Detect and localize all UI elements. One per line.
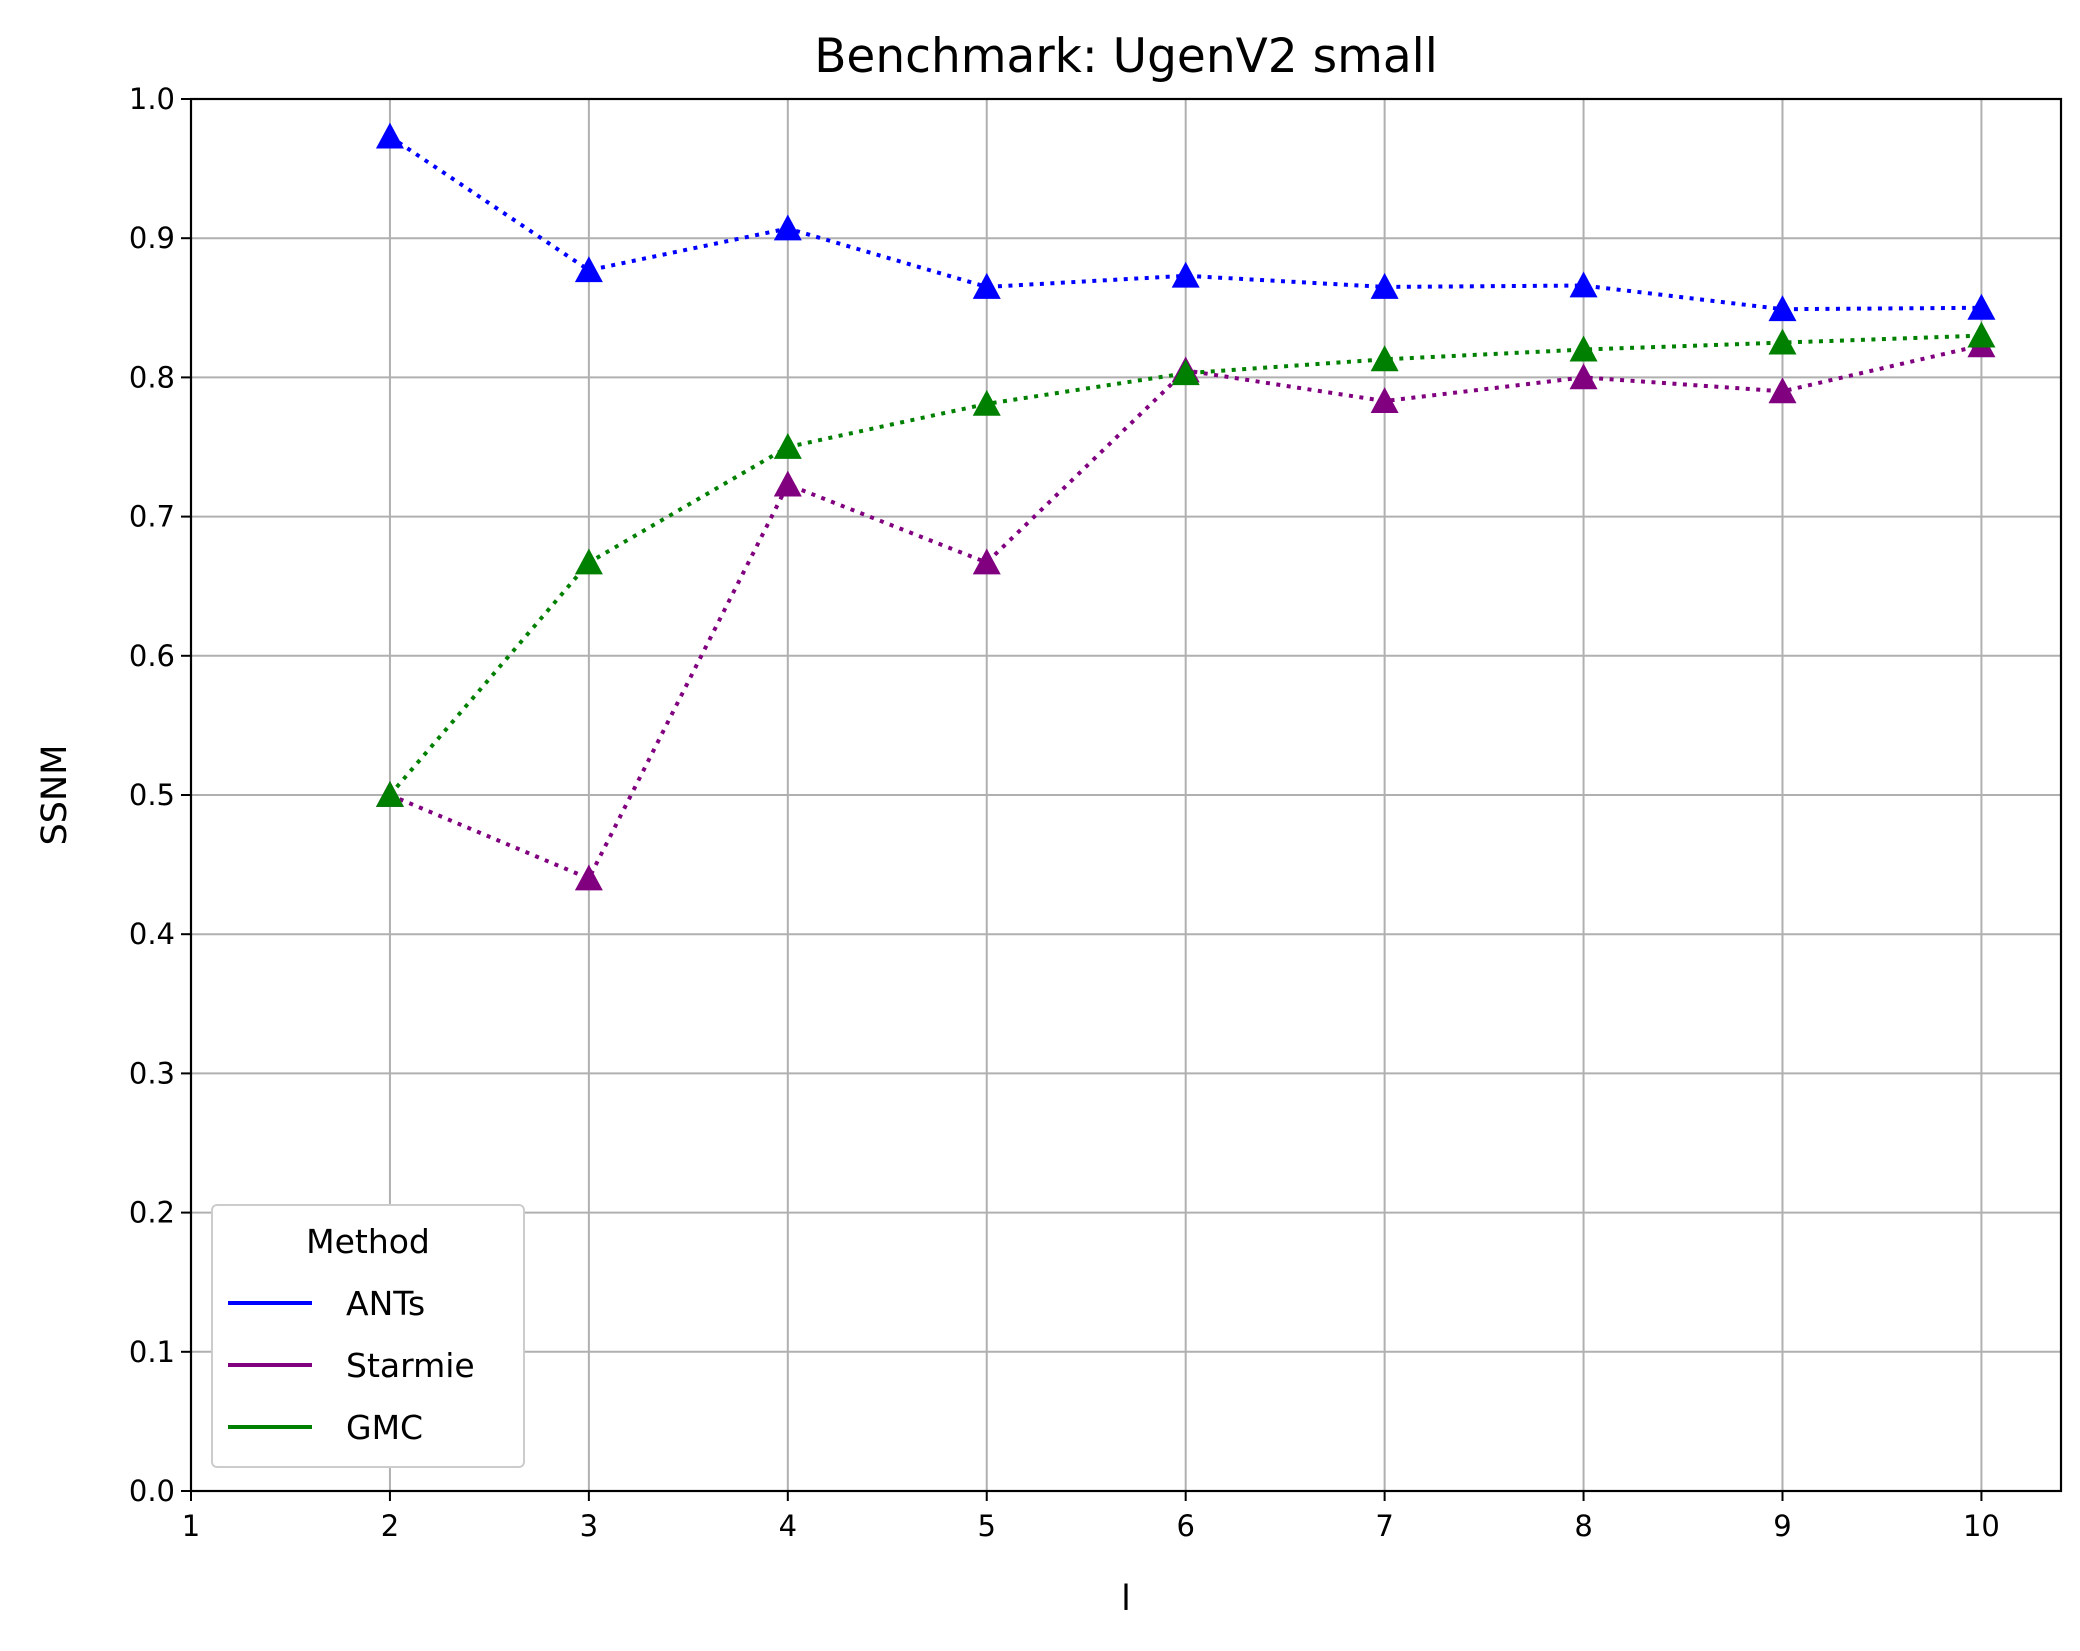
data-point-ants xyxy=(1569,271,1598,298)
y-axis-title: SSNM xyxy=(35,745,75,846)
data-point-gmc xyxy=(574,548,603,575)
series-gmc xyxy=(375,321,1996,807)
series-ants xyxy=(375,122,1996,322)
y-tick-label: 0.1 xyxy=(129,1335,175,1369)
data-point-starmie xyxy=(972,548,1001,575)
series-line-gmc xyxy=(388,333,1982,797)
data-point-ants xyxy=(375,122,404,149)
x-tick-label: 3 xyxy=(580,1509,598,1543)
data-point-ants xyxy=(1967,293,1996,320)
axis-ticks: 1 2 3 4 5 6 7 8 9 10 0.0 0.1 0.2 0.3 0.4 0.5 0.6 0.7 0.8 0.… xyxy=(129,82,2000,1543)
x-tick-label: 5 xyxy=(978,1509,996,1543)
x-tick-label: 4 xyxy=(779,1509,797,1543)
y-tick-label: 0.2 xyxy=(129,1196,175,1230)
data-point-gmc xyxy=(1370,345,1399,372)
data-point-starmie xyxy=(1569,363,1598,390)
data-point-starmie xyxy=(1768,377,1797,404)
x-tick-label: 10 xyxy=(1963,1509,2000,1543)
data-point-gmc xyxy=(773,433,802,459)
data-point-ants xyxy=(1768,295,1797,322)
data-point-gmc xyxy=(1768,328,1797,355)
x-tick-label: 8 xyxy=(1574,1509,1592,1543)
legend-box xyxy=(211,1204,525,1468)
chart-title: Benchmark: UgenV2 small xyxy=(814,29,1438,84)
y-tick-label: 0.5 xyxy=(129,778,175,812)
data-point-gmc xyxy=(1569,335,1598,362)
y-tick-label: 0.0 xyxy=(129,1474,175,1508)
data-point-ants xyxy=(574,256,603,283)
data-point-ants xyxy=(1370,272,1399,299)
data-point-ants xyxy=(972,272,1001,299)
plot-area xyxy=(375,122,1996,891)
legend-label-gmc: GMC xyxy=(346,1408,423,1447)
y-tick-label: 0.6 xyxy=(129,639,175,673)
data-point-starmie xyxy=(773,470,802,497)
legend: Method ANTs Starmie GMC xyxy=(211,1204,525,1468)
data-point-gmc xyxy=(972,389,1001,416)
y-tick-label: 1.0 xyxy=(129,82,175,116)
data-point-starmie xyxy=(574,864,603,891)
x-tick-label: 2 xyxy=(381,1509,399,1543)
series-line-ants xyxy=(388,134,1982,312)
y-tick-label: 0.8 xyxy=(129,360,175,394)
data-point-starmie xyxy=(1370,387,1399,413)
x-tick-label: 1 xyxy=(182,1509,200,1543)
x-tick-label: 9 xyxy=(1773,1509,1791,1543)
data-point-gmc xyxy=(1171,359,1200,386)
legend-title: Method xyxy=(306,1222,430,1261)
y-tick-label: 0.3 xyxy=(129,1056,175,1090)
x-axis-title: l xyxy=(1121,1579,1131,1619)
data-point-gmc xyxy=(1967,321,1996,348)
y-tick-label: 0.4 xyxy=(129,917,175,951)
data-point-ants xyxy=(773,214,802,241)
y-tick-label: 0.7 xyxy=(129,500,175,534)
legend-label-starmie: Starmie xyxy=(346,1346,475,1385)
x-tick-label: 7 xyxy=(1375,1509,1393,1543)
data-point-gmc xyxy=(375,781,404,807)
legend-label-ants: ANTs xyxy=(346,1284,425,1323)
y-tick-label: 0.9 xyxy=(129,221,175,255)
data-point-ants xyxy=(1171,261,1200,288)
x-tick-label: 6 xyxy=(1176,1509,1194,1543)
